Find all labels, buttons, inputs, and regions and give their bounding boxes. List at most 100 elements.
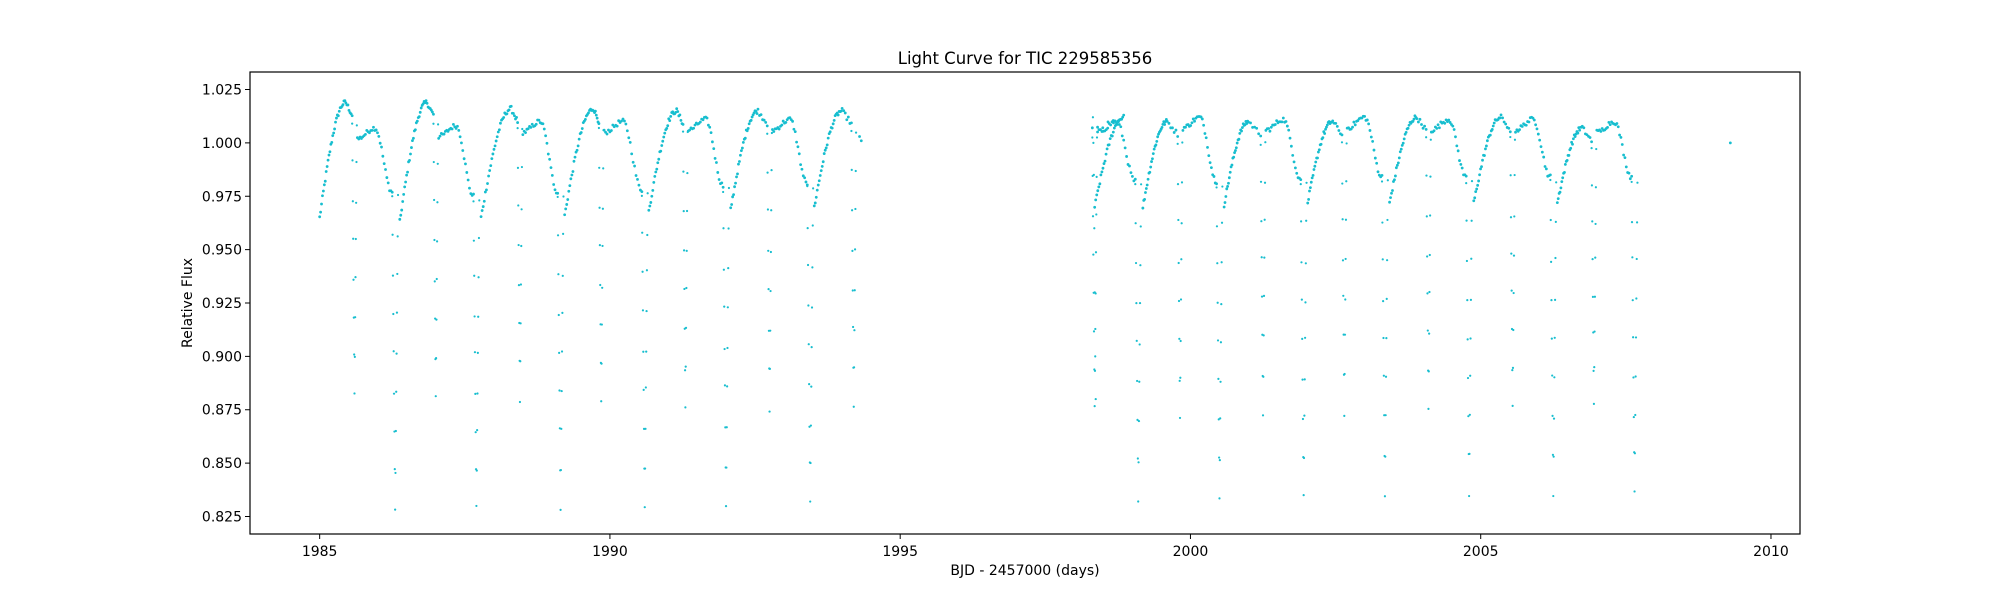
data-point xyxy=(759,113,763,117)
data-point xyxy=(627,136,631,140)
data-point xyxy=(1363,115,1367,118)
data-point xyxy=(806,185,809,188)
data-point xyxy=(417,115,421,119)
data-point xyxy=(846,115,850,119)
data-point xyxy=(558,351,561,354)
data-point xyxy=(769,250,773,254)
data-point xyxy=(1112,121,1115,125)
data-point xyxy=(1481,158,1484,162)
data-point xyxy=(1203,132,1207,135)
data-point xyxy=(1473,196,1477,200)
data-point xyxy=(706,123,710,127)
data-point xyxy=(812,204,816,208)
data-point xyxy=(1317,148,1321,152)
data-point xyxy=(386,181,390,185)
data-point xyxy=(403,185,407,189)
data-point xyxy=(1215,186,1218,189)
data-point xyxy=(1491,124,1495,128)
data-point xyxy=(1092,141,1095,144)
data-point xyxy=(1155,140,1159,143)
data-point xyxy=(341,103,345,107)
data-point xyxy=(1305,219,1308,222)
data-point xyxy=(1527,120,1531,124)
data-point xyxy=(322,183,326,187)
data-point xyxy=(1177,218,1180,222)
data-point xyxy=(557,313,560,317)
data-point xyxy=(1484,147,1487,151)
data-point xyxy=(1344,257,1347,261)
data-point xyxy=(1241,126,1244,129)
data-point xyxy=(819,169,823,173)
data-point xyxy=(1542,155,1546,159)
data-point xyxy=(1260,295,1264,298)
data-point xyxy=(1263,256,1266,259)
data-point xyxy=(1309,180,1313,184)
data-point xyxy=(347,109,351,112)
data-point xyxy=(488,169,492,172)
data-point xyxy=(764,120,768,124)
data-point xyxy=(737,162,740,166)
data-point xyxy=(530,122,534,126)
data-point xyxy=(1160,125,1164,129)
data-point xyxy=(717,178,721,181)
data-point xyxy=(661,139,665,143)
data-point xyxy=(1176,142,1179,145)
data-point xyxy=(1635,221,1639,224)
data-point xyxy=(766,208,770,211)
data-point xyxy=(1559,186,1563,190)
data-point xyxy=(1565,158,1569,162)
data-point xyxy=(1172,131,1176,134)
data-point xyxy=(435,357,438,360)
data-point xyxy=(517,243,520,247)
data-point xyxy=(1093,291,1096,294)
data-point xyxy=(324,170,328,173)
data-point xyxy=(519,322,522,325)
data-point xyxy=(1091,136,1094,139)
data-point xyxy=(726,306,729,309)
data-point xyxy=(408,158,411,162)
data-point xyxy=(1508,130,1512,134)
data-point xyxy=(515,115,518,119)
data-point xyxy=(412,136,415,140)
data-point xyxy=(739,149,743,153)
data-point xyxy=(438,134,442,138)
data-point xyxy=(1093,405,1096,408)
data-point xyxy=(353,392,356,395)
data-point xyxy=(594,113,598,117)
data-point xyxy=(780,123,784,127)
data-point xyxy=(452,123,455,126)
data-point xyxy=(493,144,497,148)
data-point xyxy=(516,121,520,124)
data-point xyxy=(436,201,439,204)
data-point xyxy=(1591,258,1594,261)
data-point xyxy=(1556,197,1560,201)
data-point xyxy=(1154,143,1158,147)
data-point xyxy=(1091,215,1095,218)
data-point xyxy=(1425,215,1428,218)
data-point xyxy=(1513,138,1517,141)
data-point xyxy=(726,385,729,388)
data-point xyxy=(461,149,465,152)
data-point xyxy=(1225,187,1229,191)
data-point xyxy=(1436,123,1440,127)
data-point xyxy=(415,119,419,123)
data-point xyxy=(432,160,435,164)
data-point xyxy=(739,153,742,157)
data-point xyxy=(657,157,661,161)
data-point xyxy=(784,120,788,124)
data-point xyxy=(752,111,756,115)
data-point xyxy=(721,185,725,189)
data-point xyxy=(1615,122,1619,125)
data-point xyxy=(502,116,506,119)
data-point xyxy=(364,132,367,136)
data-point xyxy=(1429,175,1432,178)
data-point xyxy=(566,198,570,201)
data-point xyxy=(643,506,646,509)
data-point xyxy=(598,244,601,247)
data-point xyxy=(350,114,354,118)
data-point xyxy=(1138,343,1141,346)
data-point xyxy=(682,249,686,252)
data-point xyxy=(1619,136,1623,139)
data-point xyxy=(839,109,843,113)
data-point xyxy=(1344,218,1348,221)
